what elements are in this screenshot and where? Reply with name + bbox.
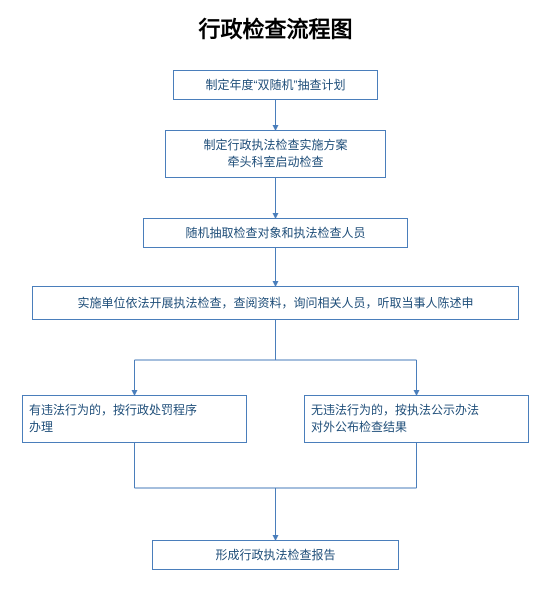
- node-text-line: 制定年度“双随机”抽查计划: [206, 77, 346, 94]
- page-title: 行政检查流程图: [0, 12, 551, 44]
- node-text-line: 形成行政执法检查报告: [215, 547, 335, 564]
- node-text-line: 实施单位依法开展执法检查，查阅资料，询问相关人员，听取当事人陈述申: [77, 295, 473, 312]
- node-text-line: 牵头科室启动检查: [227, 154, 323, 171]
- node-text-line: 对外公布检查结果: [311, 419, 407, 436]
- flow-node-n2: 制定行政执法检查实施方案牵头科室启动检查: [165, 130, 386, 178]
- node-text-line: 办理: [29, 419, 53, 436]
- node-text-line: 制定行政执法检查实施方案: [203, 137, 347, 154]
- flow-node-n1: 制定年度“双随机”抽查计划: [173, 70, 378, 100]
- node-text-line: 随机抽取检查对象和执法检查人员: [185, 225, 365, 242]
- flow-node-n7: 形成行政执法检查报告: [152, 540, 399, 570]
- flow-node-n5: 有违法行为的，按行政处罚程序办理: [22, 395, 247, 443]
- node-text-line: 有违法行为的，按行政处罚程序: [29, 402, 197, 419]
- flow-node-n3: 随机抽取检查对象和执法检查人员: [143, 218, 408, 248]
- flow-node-n4: 实施单位依法开展执法检查，查阅资料，询问相关人员，听取当事人陈述申: [32, 286, 519, 320]
- node-text-line: 无违法行为的，按执法公示办法: [311, 402, 479, 419]
- flow-node-n6: 无违法行为的，按执法公示办法对外公布检查结果: [304, 395, 529, 443]
